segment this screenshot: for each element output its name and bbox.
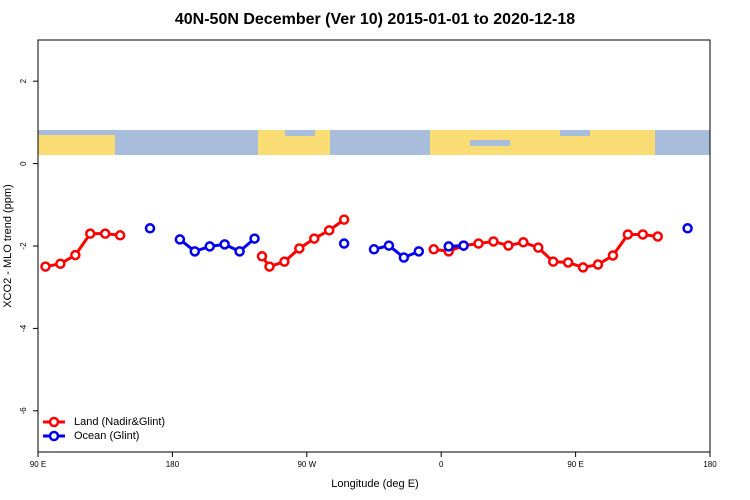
data-point	[652, 231, 663, 242]
data-point	[562, 257, 574, 268]
legend: Land (Nadir&Glint) Ocean (Glint)	[43, 416, 165, 442]
x-tick-label: 90 E	[567, 460, 583, 469]
x-tick-label: 180	[703, 460, 717, 469]
x-tick-label: 180	[166, 460, 180, 469]
data-point	[443, 241, 454, 252]
series-line	[373, 243, 420, 260]
legend-marker	[48, 416, 60, 428]
data-point	[294, 243, 305, 254]
data-point	[189, 246, 201, 257]
data-point	[55, 258, 66, 269]
data-point	[114, 230, 126, 241]
data-point	[592, 259, 604, 270]
data-point	[85, 228, 96, 239]
data-point	[622, 229, 634, 240]
data-point	[398, 252, 410, 263]
data-point	[338, 238, 350, 249]
data-point	[219, 239, 230, 250]
y-tick-label: 2	[19, 78, 28, 83]
data-point	[488, 236, 499, 247]
data-point	[99, 228, 111, 239]
x-tick-label: 90 W	[297, 460, 316, 469]
data-point	[533, 242, 544, 253]
data-point	[413, 246, 425, 257]
data-point	[144, 223, 156, 234]
series-line	[433, 232, 658, 269]
chart-title: 40N-50N December (Ver 10) 2015-01-01 to …	[175, 11, 575, 28]
data-point	[234, 246, 245, 257]
data-point	[473, 238, 484, 249]
data-point	[503, 240, 514, 251]
data-point	[383, 240, 395, 251]
data-point	[577, 262, 589, 273]
data-point	[323, 225, 335, 236]
data-point	[204, 241, 215, 252]
data-point	[264, 261, 275, 272]
y-axis-label: XCO2 - MLO trend (ppm)	[2, 184, 14, 307]
legend-label: Ocean (Glint)	[74, 430, 139, 442]
y-tick-label: 0	[19, 161, 28, 166]
data-point	[607, 250, 619, 261]
data-point	[368, 244, 380, 255]
data-point	[249, 233, 260, 244]
map-strip	[38, 130, 710, 155]
legend-marker	[48, 430, 60, 442]
data-point	[309, 233, 320, 244]
y-tick-label: -6	[19, 407, 28, 415]
x-tick-label: 90 E	[30, 460, 46, 469]
data-point	[174, 234, 186, 245]
data-point	[458, 240, 469, 251]
x-axis-label: Longitude (deg E)	[331, 478, 418, 490]
data-point	[70, 249, 81, 261]
data-point	[279, 256, 290, 267]
y-tick-label: -2	[19, 242, 28, 250]
data-point	[637, 229, 649, 240]
x-tick-label: 0	[439, 460, 444, 469]
data-point	[256, 251, 268, 262]
data-point	[518, 237, 529, 248]
legend-label: Land (Nadir&Glint)	[74, 416, 165, 428]
data-point	[428, 244, 439, 255]
data-point	[40, 261, 51, 272]
data-point	[682, 223, 693, 234]
y-tick-label: -4	[19, 324, 28, 332]
data-point	[547, 256, 559, 267]
data-point	[338, 214, 350, 225]
